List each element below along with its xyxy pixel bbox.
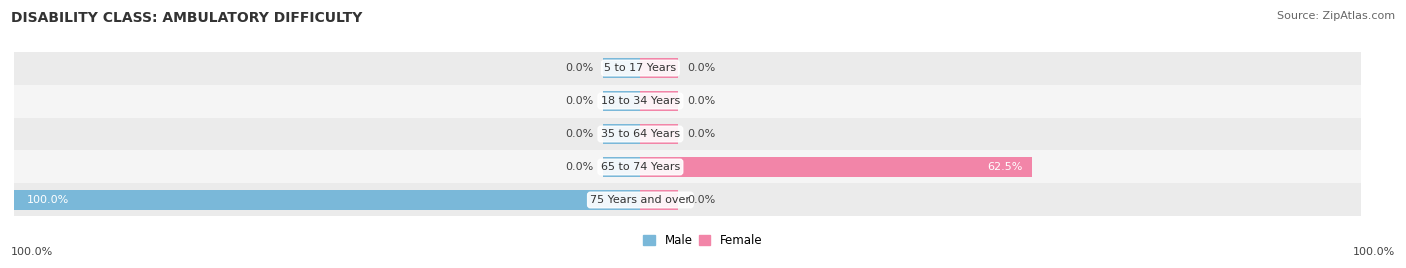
Text: 65 to 74 Years: 65 to 74 Years — [600, 162, 681, 172]
Bar — [640, 157, 1032, 177]
Bar — [603, 58, 640, 78]
Bar — [640, 58, 678, 78]
Bar — [640, 190, 678, 210]
Text: 75 Years and over: 75 Years and over — [591, 195, 690, 205]
Bar — [603, 91, 640, 111]
Text: 0.0%: 0.0% — [565, 162, 593, 172]
Text: 0.0%: 0.0% — [688, 129, 716, 139]
Bar — [640, 124, 678, 144]
Bar — [0, 51, 1361, 84]
Text: 0.0%: 0.0% — [688, 63, 716, 73]
Bar — [603, 124, 640, 144]
Text: 5 to 17 Years: 5 to 17 Years — [605, 63, 676, 73]
Text: 62.5%: 62.5% — [987, 162, 1022, 172]
Bar — [603, 157, 640, 177]
Bar — [640, 91, 678, 111]
Bar — [0, 117, 1361, 151]
Text: 100.0%: 100.0% — [1353, 247, 1395, 257]
Text: 100.0%: 100.0% — [27, 195, 69, 205]
Bar — [0, 84, 1361, 117]
Text: 0.0%: 0.0% — [565, 96, 593, 106]
Text: DISABILITY CLASS: AMBULATORY DIFFICULTY: DISABILITY CLASS: AMBULATORY DIFFICULTY — [11, 11, 363, 25]
Bar — [0, 151, 1361, 184]
Text: 0.0%: 0.0% — [688, 96, 716, 106]
Text: 100.0%: 100.0% — [11, 247, 53, 257]
Text: 35 to 64 Years: 35 to 64 Years — [600, 129, 681, 139]
Text: 0.0%: 0.0% — [688, 195, 716, 205]
Text: 0.0%: 0.0% — [565, 129, 593, 139]
Text: 18 to 34 Years: 18 to 34 Years — [600, 96, 681, 106]
Text: Source: ZipAtlas.com: Source: ZipAtlas.com — [1277, 11, 1395, 21]
Bar — [14, 190, 640, 210]
Text: 0.0%: 0.0% — [565, 63, 593, 73]
Legend: Male, Female: Male, Female — [638, 229, 768, 252]
Bar — [0, 184, 1361, 217]
